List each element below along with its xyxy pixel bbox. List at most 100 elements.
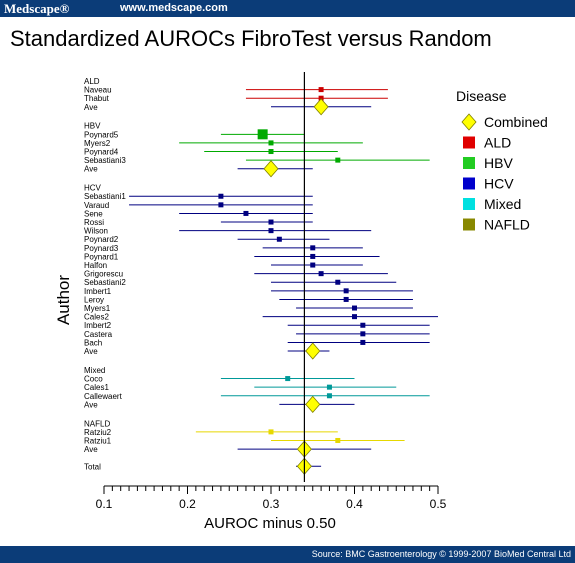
x-tick-label: 0.4 [346,497,363,511]
study-point [268,429,274,435]
study-point [343,288,349,294]
study-point [326,384,332,390]
source-credit: Source: BMC Gastroenterology © 1999-2007… [311,549,571,559]
row-label: Poynard1 [84,252,119,261]
x-tick-label: 0.1 [96,497,113,511]
row-label: Cales1 [84,383,109,392]
row-label: Bach [84,338,102,347]
group-average-diamond [263,160,279,178]
row-label: Ratziu2 [84,428,112,437]
row-label: Imbert2 [84,321,112,330]
study-point [276,236,282,242]
row-label: Ave [84,445,98,454]
study-point [285,376,291,382]
legend-label: Mixed [484,196,521,212]
legend-marker [463,198,475,210]
row-label: Coco [84,375,103,384]
x-tick-label: 0.3 [263,497,280,511]
row-label: Sebastiani1 [84,192,126,201]
row-label: HCV [84,184,102,193]
x-axis-label: AUROC minus 0.50 [204,515,336,532]
row-label: Total [84,462,101,471]
row-label: Mixed [84,366,105,375]
study-point [268,140,274,146]
study-point [318,271,324,277]
study-point [218,202,224,208]
row-label: Sebastiani2 [84,278,126,287]
row-label: Thabut [84,94,110,103]
row-label: Cales2 [84,313,109,322]
row-label: Sebastiani3 [84,156,126,165]
row-label: Halfon [84,261,107,270]
group-average-diamond [305,342,321,360]
study-point [318,87,324,93]
row-label: Sene [84,209,103,218]
forest-plot: Standardized AUROCs FibroTest versus Ran… [10,26,548,532]
study-point [335,437,341,443]
row-label: Myers2 [84,139,111,148]
x-tick-label: 0.5 [430,497,447,511]
row-label: Rossi [84,218,104,227]
chart-title: Standardized AUROCs FibroTest versus Ran… [10,26,492,51]
legend: Disease Combined ALD HBV HCV Mixed NAFLD [456,88,548,233]
row-label: NAFLD [84,419,110,428]
row-label: Ave [84,165,98,174]
study-point [257,129,268,140]
study-point [326,393,332,399]
study-point [335,279,341,285]
legend-marker [463,136,475,149]
group-average-diamond [313,98,329,116]
legend-title: Disease [456,88,507,104]
legend-label: ALD [484,135,511,151]
group-average-diamond [305,395,321,413]
study-point [335,157,341,163]
x-tick-label: 0.2 [179,497,196,511]
row-label: Grigorescu [84,270,123,279]
study-point [268,219,274,225]
study-point [310,262,316,268]
legend-marker [463,218,475,231]
study-point [218,193,224,199]
row-label: Naveau [84,86,112,95]
row-label: Varaud [84,201,109,210]
study-point [360,322,366,328]
row-label: Poynard2 [84,235,119,244]
row-label: Ratziu1 [84,436,112,445]
row-label: Ave [84,103,98,112]
row-label: Ave [84,400,98,409]
study-point [352,314,357,320]
header-bar: Medscape® www.medscape.com [0,0,575,17]
legend-label: Combined [484,114,548,130]
study-point [268,149,274,155]
study-point [310,253,316,259]
row-label: HBV [84,122,101,131]
row-label: Poynard4 [84,148,119,157]
study-point [310,245,316,251]
legend-marker-combined [461,113,477,131]
row-label: Ave [84,347,98,356]
y-axis-label: Author [54,275,73,325]
legend-marker [463,157,475,169]
study-point [268,228,274,234]
site-url: www.medscape.com [120,2,228,14]
legend-label: HBV [484,155,513,171]
row-label: ALD [84,77,100,86]
study-point [352,305,357,311]
legend-label: NAFLD [484,217,530,233]
study-point [343,296,349,302]
legend-marker [463,177,475,190]
medscape-logo: Medscape® [4,1,70,16]
legend-label: HCV [484,176,514,192]
row-label: Wilson [84,227,108,236]
study-point [360,339,366,345]
footer-bar: Source: BMC Gastroenterology © 1999-2007… [0,546,575,563]
row-label: Castera [84,330,113,339]
study-point [360,331,366,337]
study-point [243,210,249,216]
row-label: Imbert1 [84,287,112,296]
row-label: Leroy [84,295,104,304]
row-label: Poynard5 [84,130,119,139]
row-label: Myers1 [84,304,111,313]
row-label: Poynard3 [84,244,119,253]
row-label: Callewaert [84,392,123,401]
